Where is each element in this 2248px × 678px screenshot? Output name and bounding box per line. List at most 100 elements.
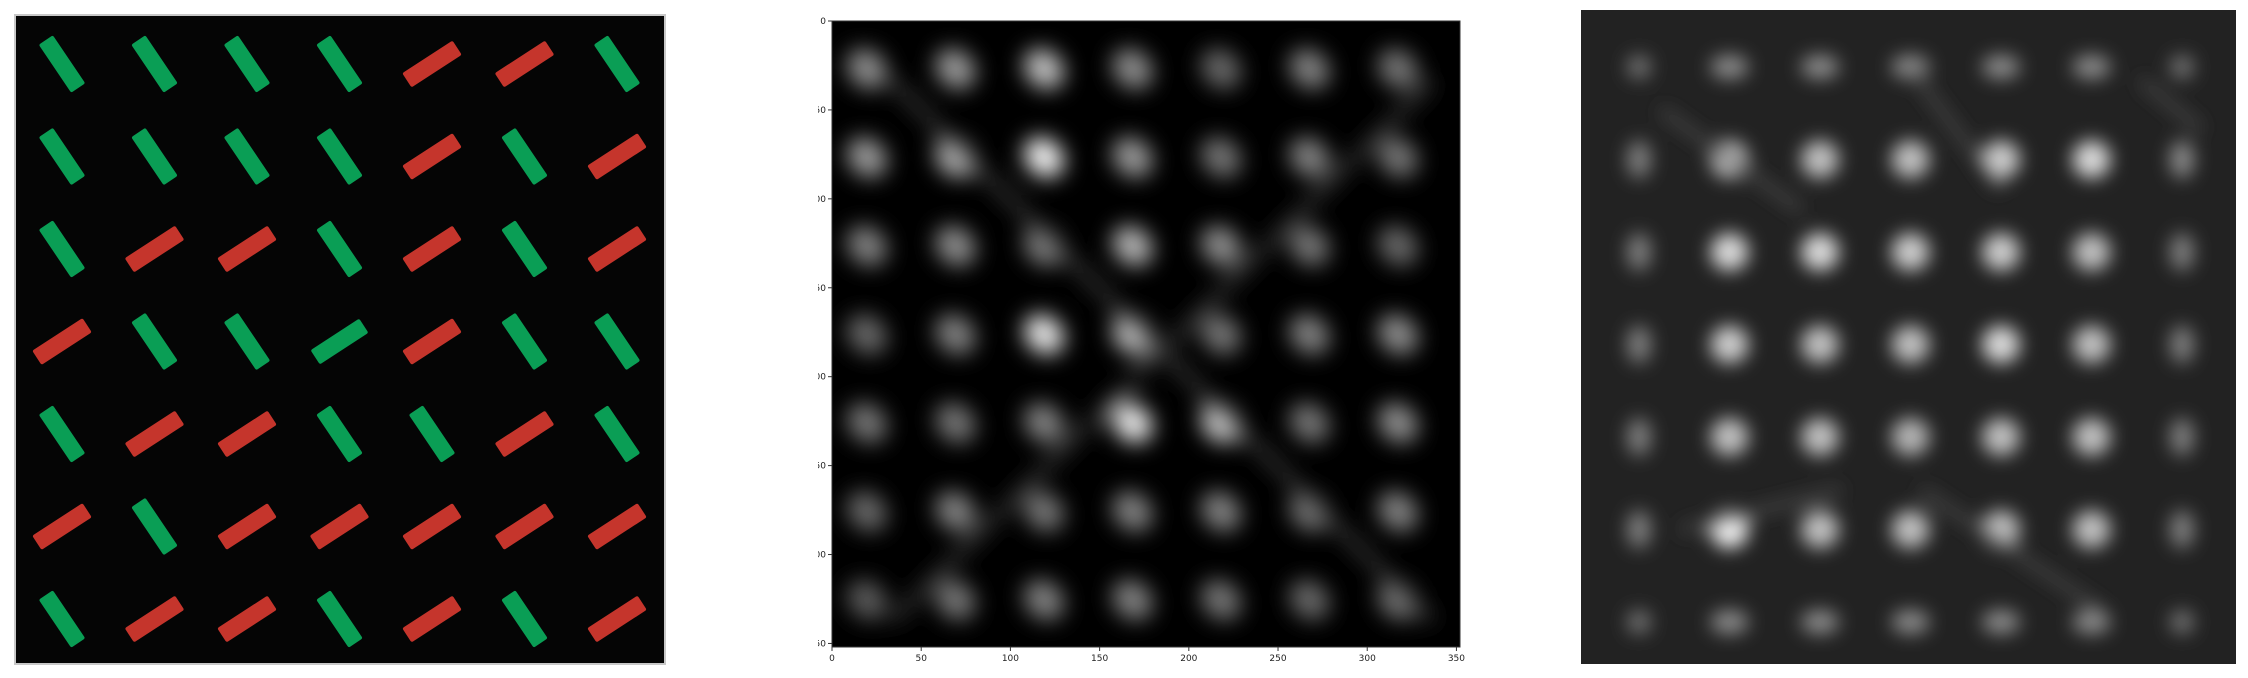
response-blob [846, 137, 888, 178]
blurred-blob [1891, 233, 1930, 271]
response-blob [846, 402, 888, 444]
response-blob [935, 491, 976, 532]
blurred-blob [2072, 418, 2111, 456]
correlation-plot-svg: 0 50 100 150 200 250 300 350 0 50 100 150 200 250 300… [818, 17, 1465, 664]
response-blob [935, 225, 976, 267]
green-bar [317, 35, 362, 93]
response-blob [1289, 491, 1330, 532]
y-axis: 0 50 100 150 200 250 300 350 [818, 17, 832, 649]
red-bar [402, 503, 462, 550]
red-bar [217, 503, 277, 550]
response-blob [1200, 48, 1242, 90]
green-bar [39, 35, 85, 93]
y-tick-label: 300 [818, 551, 826, 561]
response-blob [1377, 491, 1419, 532]
response-blob [1377, 48, 1419, 90]
red-bar [217, 226, 277, 272]
blurred-blob [1627, 140, 1651, 179]
blurred-blob [1801, 140, 1839, 179]
blurred-blob [1801, 325, 1839, 364]
blurred-blob [1891, 510, 1930, 549]
green-bar [132, 35, 177, 93]
red-bar [495, 503, 554, 550]
x-tick-label: 300 [1359, 654, 1376, 664]
response-blob [1112, 48, 1153, 90]
red-bar [402, 226, 462, 272]
y-tick-label: 100 [818, 195, 826, 205]
red-bar [32, 318, 92, 365]
response-blob [846, 579, 888, 621]
response-blob [1289, 48, 1330, 90]
green-bar [317, 128, 362, 185]
green-bar [409, 405, 455, 463]
blurred-blob [1710, 325, 1749, 364]
green-bar [594, 35, 640, 93]
response-blob [1377, 579, 1419, 621]
blurred-blob [2170, 510, 2194, 549]
red-bar [587, 226, 647, 272]
response-blob [1200, 579, 1242, 621]
green-bar [594, 313, 640, 370]
red-bar [402, 133, 462, 180]
green-bar [224, 128, 270, 185]
correlation-plot: 0 50 100 150 200 250 300 350 0 50 100 150 200 250 300… [818, 10, 1468, 670]
green-bar [317, 590, 362, 648]
blurred-blob [1627, 325, 1651, 364]
red-bar [587, 503, 647, 550]
green-bar [132, 498, 177, 555]
x-tick-label: 100 [1002, 654, 1019, 664]
blurred-blob [1982, 325, 2020, 364]
red-bar [125, 411, 184, 457]
green-bar [224, 35, 270, 93]
response-blob [935, 48, 976, 90]
red-bar [402, 596, 462, 642]
blurred-blob [1982, 418, 2020, 456]
red-bar [495, 411, 554, 457]
response-blob [846, 491, 888, 532]
blurred-blob [2170, 610, 2194, 634]
x-tick-label: 50 [915, 654, 927, 664]
blurred-blob [2170, 233, 2194, 271]
x-tick-label: 0 [829, 654, 835, 664]
blurred-blob [2170, 325, 2194, 364]
response-blob [1377, 314, 1419, 355]
response-blob [1200, 402, 1242, 444]
x-tick-label: 350 [1448, 654, 1465, 664]
blurred-blob [1801, 510, 1839, 549]
response-blob [1023, 579, 1065, 621]
blurred-blob [1710, 233, 1749, 271]
blurred-blob [2072, 140, 2111, 179]
blurred-blob [1710, 610, 1749, 634]
blurred-blob [2072, 610, 2111, 634]
blurred-blob [2072, 325, 2111, 364]
response-blob [1377, 137, 1419, 178]
blurred-blob [2072, 510, 2111, 549]
red-bar [125, 226, 184, 272]
red-bar [587, 133, 647, 180]
blurred-blob [2170, 418, 2194, 456]
response-blob [1112, 579, 1153, 621]
response-blob [1377, 402, 1419, 444]
green-bar [502, 220, 547, 278]
response-blob [1200, 491, 1242, 532]
blurred-blob [2170, 140, 2194, 179]
response-blob [1377, 225, 1419, 267]
response-blob [1289, 314, 1330, 355]
response-blob [846, 225, 888, 267]
blurred-blob [1982, 140, 2020, 179]
blurred-blob [1627, 610, 1651, 634]
y-tick-label: 350 [818, 639, 826, 649]
x-axis: 0 50 100 150 200 250 300 350 [829, 647, 1465, 664]
response-blob [1112, 491, 1153, 532]
response-blob [1200, 314, 1242, 355]
blurred-blob [1801, 55, 1839, 79]
y-tick-label: 150 [818, 284, 826, 294]
red-bar [310, 503, 369, 550]
stimulus-grid [32, 35, 647, 648]
x-tick-label: 150 [1091, 654, 1108, 664]
blurred-blob [1627, 418, 1651, 456]
green-bar [224, 313, 270, 370]
blurred-blob [1710, 55, 1749, 79]
response-blob [935, 402, 976, 444]
y-tick-label: 0 [820, 17, 826, 27]
